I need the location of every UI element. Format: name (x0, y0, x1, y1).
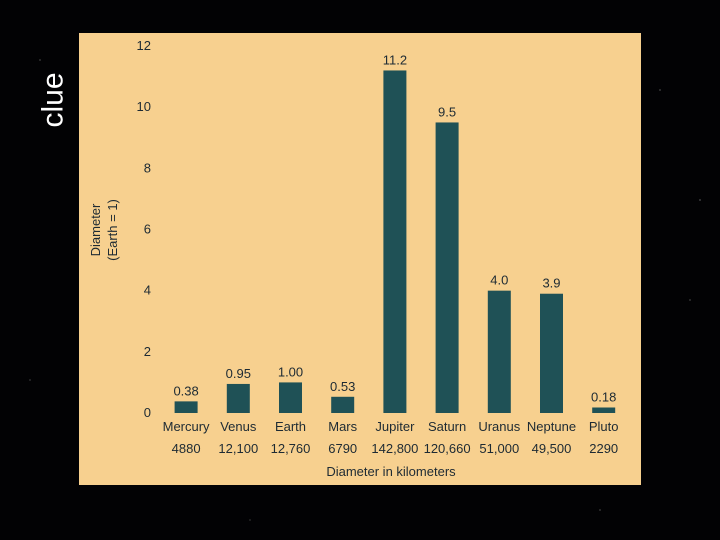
km-label: 51,000 (479, 441, 519, 456)
x-tick-label: Mercury (163, 419, 210, 434)
x-tick-label: Earth (275, 419, 306, 434)
bar-venus (226, 383, 250, 413)
value-label: 0.95 (226, 366, 251, 381)
value-label: 1.00 (278, 364, 303, 379)
value-label: 11.2 (383, 52, 407, 67)
value-label: 3.9 (542, 276, 560, 291)
bar-uranus (487, 290, 511, 413)
x-tick-label: Jupiter (375, 419, 415, 434)
x-tick-label: Venus (220, 419, 257, 434)
value-label: 0.38 (173, 383, 198, 398)
value-labels: 0.38 0.95 1.00 0.53 11.2 9.5 4.0 3.9 0.18 (173, 52, 616, 404)
bar-neptune (540, 293, 563, 413)
y-tick-label: 12 (137, 38, 151, 53)
y-axis-label-line1: Diameter (88, 203, 103, 256)
km-label: 12,100 (218, 441, 258, 456)
x-tick-label: Uranus (478, 419, 520, 434)
bar-mercury (174, 401, 198, 413)
x-tick-label: Mars (328, 419, 357, 434)
km-label: 142,800 (371, 441, 418, 456)
km-labels: 4880 12,100 12,760 6790 142,800 120,660 51,000… (172, 441, 619, 456)
bar-mars (331, 396, 355, 413)
value-label: 0.18 (591, 389, 616, 404)
x-axis-label: Diameter in kilometers (326, 464, 456, 479)
y-tick-label: 0 (144, 405, 151, 420)
x-tick-labels: Mercury Venus Earth Mars Jupiter Saturn Uranus… (163, 419, 619, 434)
x-tick-label: Pluto (589, 419, 619, 434)
y-tick-label: 6 (144, 222, 151, 237)
value-label: 0.53 (330, 379, 355, 394)
y-tick-label: 10 (137, 99, 151, 114)
value-label: 4.0 (490, 273, 508, 288)
km-label: 6790 (328, 441, 357, 456)
km-label: 49,500 (532, 441, 572, 456)
value-label: 9.5 (438, 104, 456, 119)
bar-saturn (435, 122, 459, 413)
km-label: 4880 (172, 441, 201, 456)
y-tick-label: 8 (144, 160, 151, 175)
y-axis: 0 2 4 6 8 10 12 (137, 38, 151, 420)
bars (174, 70, 616, 413)
y-tick-label: 2 (144, 344, 151, 359)
km-label: 120,660 (424, 441, 471, 456)
km-label: 12,760 (271, 441, 311, 456)
x-tick-label: Saturn (428, 419, 466, 434)
y-tick-label: 4 (144, 283, 151, 298)
bar-jupiter (383, 70, 407, 413)
x-tick-label: Neptune (527, 419, 576, 434)
bar-pluto (592, 407, 616, 413)
bar-earth (279, 382, 302, 413)
y-axis-label-line2: (Earth = 1) (105, 199, 120, 261)
km-label: 2290 (589, 441, 618, 456)
